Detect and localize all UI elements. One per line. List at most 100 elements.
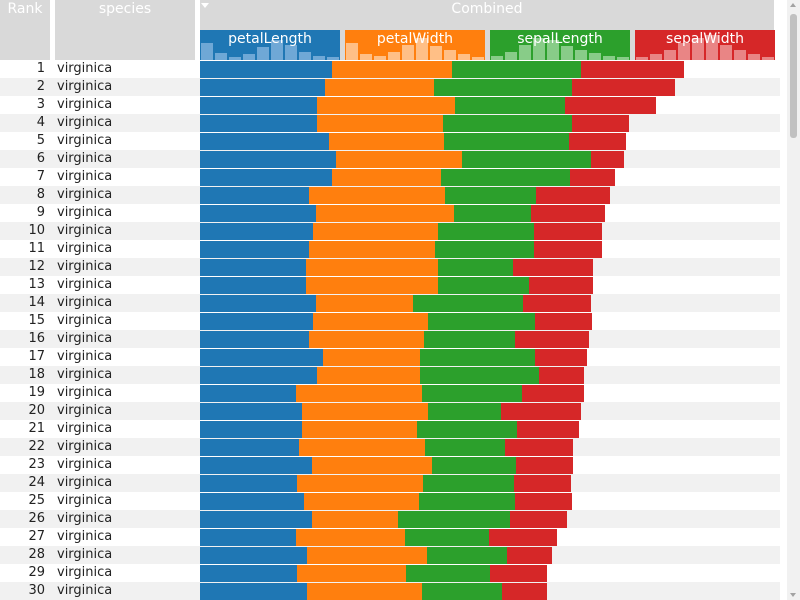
- bar-segment-sepalWidth: [514, 475, 571, 492]
- table-row[interactable]: 25 virginica: [0, 492, 780, 510]
- table-row[interactable]: 20 virginica: [0, 402, 780, 420]
- column-header-species[interactable]: species: [55, 0, 195, 60]
- table-row[interactable]: 9 virginica: [0, 204, 780, 222]
- table-row[interactable]: 12 virginica: [0, 258, 780, 276]
- table-row[interactable]: 30 virginica: [0, 582, 780, 600]
- bar-segment-sepalLength: [427, 547, 507, 564]
- vertical-scrollbar[interactable]: [787, 0, 800, 600]
- attribute-header-petalWidth[interactable]: petalWidth: [345, 30, 485, 60]
- column-header-combined[interactable]: Combined petalLength petalWidth sepalLengt…: [200, 0, 775, 60]
- table-row[interactable]: 16 virginica: [0, 330, 780, 348]
- rank-cell: 26: [28, 511, 45, 526]
- rank-cell: 15: [28, 313, 45, 328]
- bar-segment-petalLength: [200, 367, 317, 384]
- scroll-down-icon[interactable]: [790, 593, 796, 597]
- table-row[interactable]: 23 virginica: [0, 456, 780, 474]
- table-row[interactable]: 15 virginica: [0, 312, 780, 330]
- bar-segment-sepalLength: [438, 259, 513, 276]
- table-row[interactable]: 13 virginica: [0, 276, 780, 294]
- table-row[interactable]: 19 virginica: [0, 384, 780, 402]
- species-cell: virginica: [57, 421, 113, 436]
- attribute-header-petalLength[interactable]: petalLength: [200, 30, 340, 60]
- bar-segment-petalLength: [200, 79, 325, 96]
- table-row[interactable]: 24 virginica: [0, 474, 780, 492]
- rank-cell: 30: [28, 583, 45, 598]
- histogram-bin: [561, 46, 573, 60]
- column-header-combined-label: Combined: [451, 1, 523, 17]
- table-row[interactable]: 29 virginica: [0, 564, 780, 582]
- bar-segment-petalLength: [200, 241, 309, 258]
- column-header-rank[interactable]: Rank: [0, 0, 50, 60]
- table-row[interactable]: 17 virginica: [0, 348, 780, 366]
- table-row[interactable]: 18 virginica: [0, 366, 780, 384]
- table-row[interactable]: 21 virginica: [0, 420, 780, 438]
- bar-segment-petalLength: [200, 349, 323, 366]
- rank-cell: 19: [28, 385, 45, 400]
- ranking-table-body: 1 virginica 2 virginica 3 virginica 4 virginica…: [0, 60, 780, 600]
- table-row[interactable]: 10 virginica: [0, 222, 780, 240]
- table-row[interactable]: 8 virginica: [0, 186, 780, 204]
- histogram-bin: [692, 37, 704, 60]
- bar-segment-sepalWidth: [539, 367, 584, 384]
- table-row[interactable]: 11 virginica: [0, 240, 780, 258]
- rank-cell: 20: [28, 403, 45, 418]
- histogram-bin: [229, 57, 241, 60]
- table-row[interactable]: 4 virginica: [0, 114, 780, 132]
- bar-segment-petalWidth: [332, 61, 452, 78]
- rank-cell: 18: [28, 367, 45, 382]
- rank-cell: 17: [28, 349, 45, 364]
- table-row[interactable]: 6 virginica: [0, 150, 780, 168]
- bar-segment-sepalWidth: [490, 565, 547, 582]
- sort-descending-icon[interactable]: [201, 3, 209, 8]
- rank-cell: 23: [28, 457, 45, 472]
- bar-segment-petalLength: [200, 277, 306, 294]
- table-row[interactable]: 2 virginica: [0, 78, 780, 96]
- histogram-bin: [505, 51, 517, 60]
- bar-segment-petalLength: [200, 115, 317, 132]
- bar-segment-sepalLength: [454, 205, 531, 222]
- bar-segment-petalLength: [200, 511, 312, 528]
- bar-segment-sepalLength: [445, 187, 536, 204]
- bar-segment-petalWidth: [325, 79, 434, 96]
- scrollbar-thumb[interactable]: [790, 14, 797, 138]
- species-cell: virginica: [57, 475, 113, 490]
- bar-segment-sepalWidth: [535, 313, 592, 330]
- rank-cell: 16: [28, 331, 45, 346]
- species-cell: virginica: [57, 187, 113, 202]
- bar-segment-sepalWidth: [529, 277, 593, 294]
- species-cell: virginica: [57, 205, 113, 220]
- bar-segment-petalWidth: [304, 493, 419, 510]
- rank-cell: 6: [36, 151, 45, 166]
- bar-segment-sepalWidth: [531, 205, 605, 222]
- rank-cell: 21: [28, 421, 45, 436]
- histogram-bin: [346, 43, 358, 60]
- bar-segment-sepalWidth: [510, 511, 567, 528]
- species-cell: virginica: [57, 259, 113, 274]
- attribute-header-sepalWidth[interactable]: sepalWidth: [635, 30, 775, 60]
- table-row[interactable]: 1 virginica: [0, 60, 780, 78]
- bar-segment-sepalWidth: [572, 79, 675, 96]
- table-row[interactable]: 5 virginica: [0, 132, 780, 150]
- attribute-header-sepalLength[interactable]: sepalLength: [490, 30, 630, 60]
- bar-segment-petalLength: [200, 187, 309, 204]
- bar-segment-sepalLength: [441, 169, 570, 186]
- bar-segment-petalLength: [200, 403, 302, 420]
- bar-segment-sepalLength: [417, 421, 517, 438]
- table-row[interactable]: 26 virginica: [0, 510, 780, 528]
- table-row[interactable]: 14 virginica: [0, 294, 780, 312]
- table-row[interactable]: 3 virginica: [0, 96, 780, 114]
- bar-segment-sepalWidth: [581, 61, 684, 78]
- scroll-up-icon[interactable]: [790, 3, 796, 7]
- bar-segment-sepalLength: [434, 79, 572, 96]
- histogram-bin: [388, 51, 400, 60]
- table-row[interactable]: 28 virginica: [0, 546, 780, 564]
- bar-segment-sepalLength: [423, 475, 514, 492]
- table-row[interactable]: 7 virginica: [0, 168, 780, 186]
- table-row[interactable]: 22 virginica: [0, 438, 780, 456]
- species-cell: virginica: [57, 367, 113, 382]
- species-cell: virginica: [57, 493, 113, 508]
- bar-segment-petalLength: [200, 421, 302, 438]
- histogram-bin: [589, 53, 601, 60]
- table-row[interactable]: 27 virginica: [0, 528, 780, 546]
- histogram-bin: [678, 43, 690, 60]
